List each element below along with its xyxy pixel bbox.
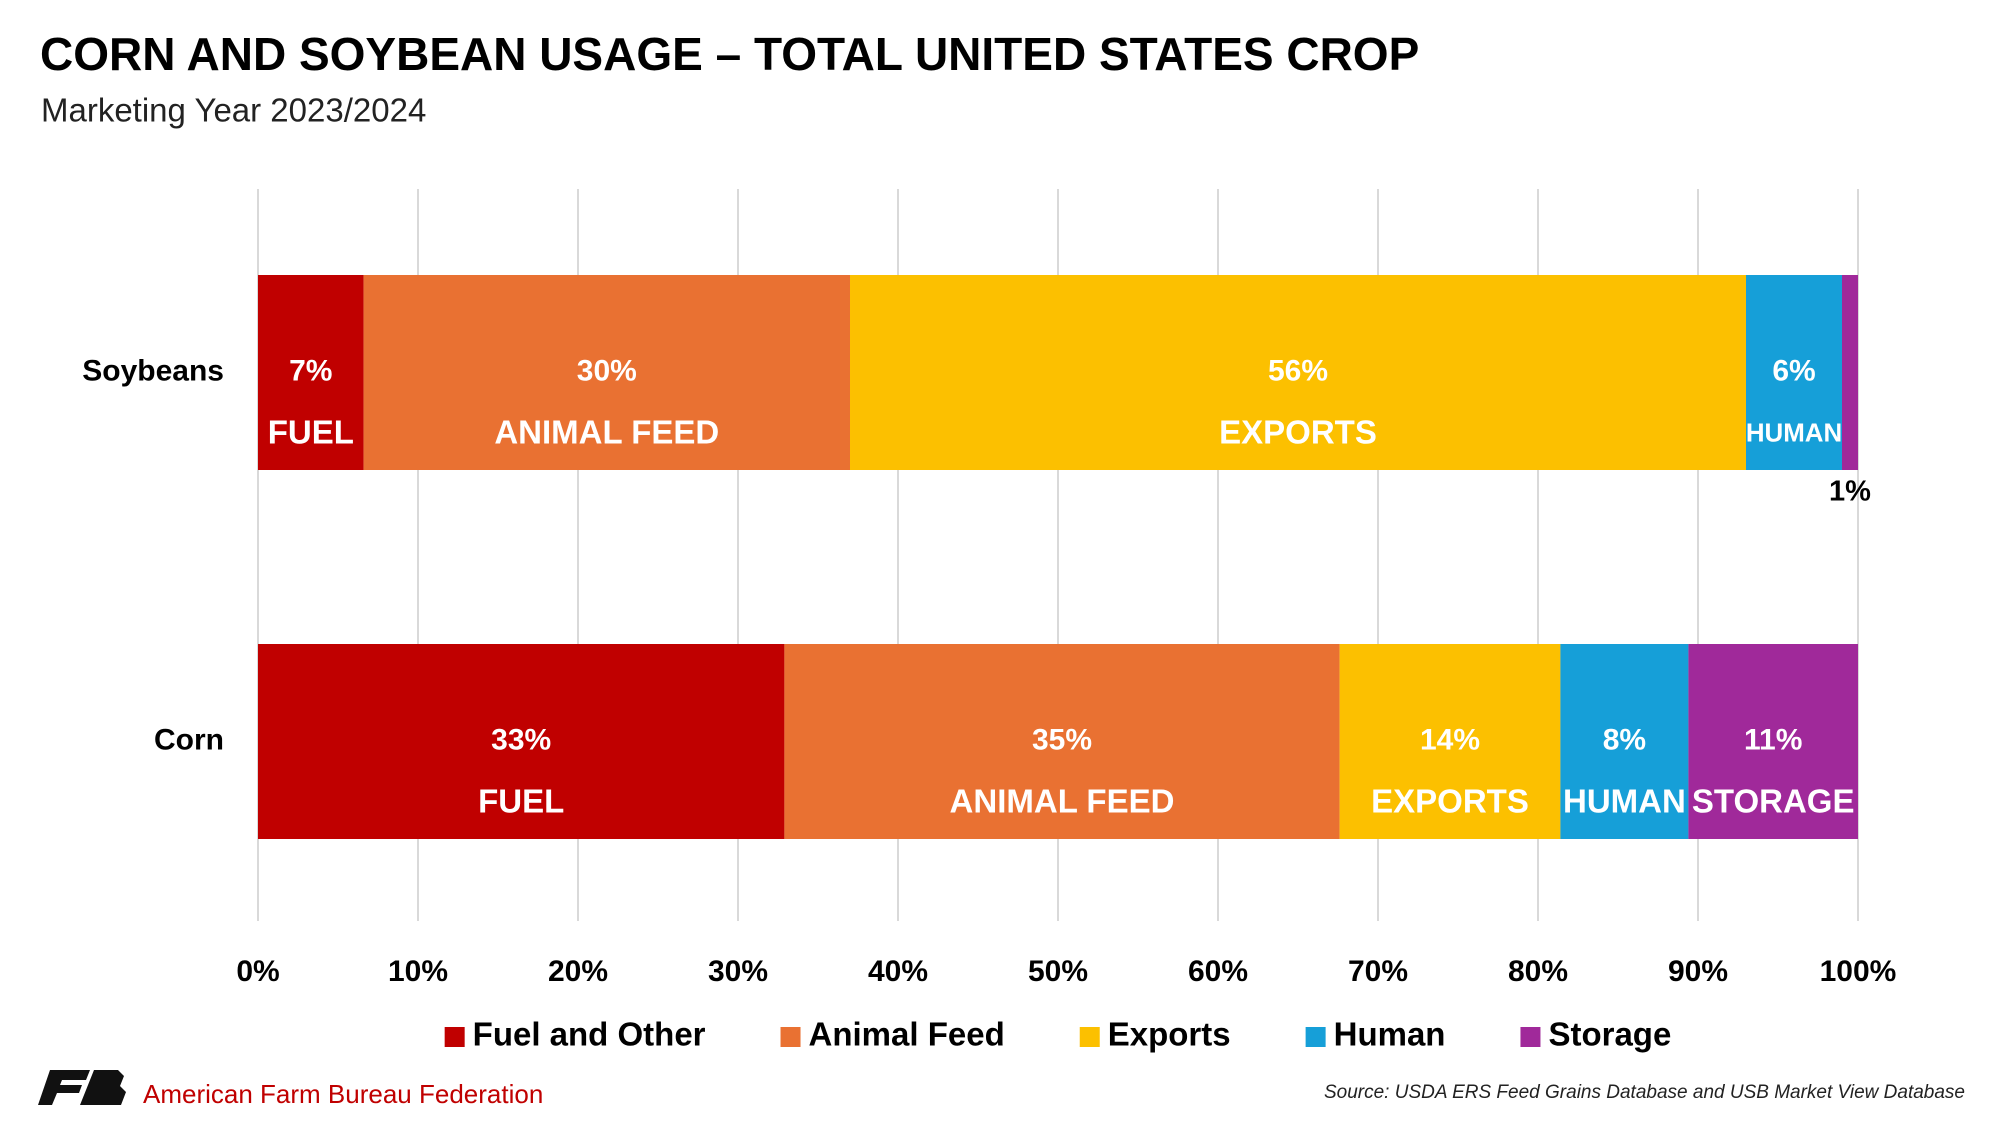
legend-item: Animal Feed: [780, 1016, 1005, 1053]
category-label: Soybeans: [82, 354, 224, 387]
segment-label: HUMAN: [1746, 420, 1842, 448]
legend-item: Human: [1305, 1016, 1446, 1053]
legend-label: Fuel and Other: [473, 1016, 706, 1053]
segment-label: STORAGE: [1692, 783, 1855, 820]
bar-segment: [1842, 275, 1858, 470]
bar-segment: [1339, 644, 1561, 839]
category-label: Corn: [154, 723, 224, 756]
bar-segment: [258, 275, 364, 470]
logo-shape: [80, 1070, 126, 1105]
value-label: 14%: [1420, 723, 1480, 756]
bar-segment: [784, 644, 1340, 839]
x-tick-label: 40%: [868, 955, 928, 988]
legend-swatch: [780, 1027, 801, 1047]
chart-title: CORN AND SOYBEAN USAGE – TOTAL UNITED ST…: [40, 28, 1419, 80]
value-label: 6%: [1772, 354, 1815, 387]
segment-label: ANIMAL FEED: [494, 414, 719, 451]
value-label: 30%: [577, 354, 637, 387]
logo: [38, 1070, 126, 1105]
x-tick-label: 100%: [1820, 955, 1897, 988]
value-label: 7%: [289, 354, 332, 387]
segment-label: HUMAN: [1563, 783, 1686, 820]
segment-label: EXPORTS: [1371, 783, 1529, 820]
x-tick-label: 80%: [1508, 955, 1568, 988]
value-label: 11%: [1744, 723, 1802, 756]
bar-segment: [1560, 644, 1689, 839]
legend-item: Storage: [1520, 1016, 1671, 1053]
x-tick-label: 20%: [548, 955, 608, 988]
x-tick-label: 60%: [1188, 955, 1248, 988]
bar-segment: [1746, 275, 1842, 470]
legend-item: Fuel and Other: [444, 1016, 706, 1053]
legend-swatch: [444, 1027, 465, 1047]
x-tick-label: 90%: [1668, 955, 1728, 988]
segment-label: FUEL: [478, 783, 564, 820]
value-label: 56%: [1268, 354, 1328, 387]
organization: American Farm Bureau Federation: [143, 1079, 543, 1109]
x-tick-label: 70%: [1348, 955, 1408, 988]
legend-label: Storage: [1548, 1016, 1671, 1053]
value-label: 33%: [491, 723, 551, 756]
segment-label: EXPORTS: [1219, 414, 1377, 451]
legend-item: Exports: [1079, 1016, 1231, 1053]
legend-swatch: [1305, 1027, 1326, 1047]
legend-swatch: [1079, 1027, 1100, 1047]
legend-swatch: [1520, 1027, 1541, 1047]
segment-label: ANIMAL FEED: [950, 783, 1175, 820]
bar-segment: [363, 275, 850, 470]
legend-label: Exports: [1108, 1016, 1231, 1053]
chart-subtitle: Marketing Year 2023/2024: [41, 92, 426, 129]
value-label: 1%: [1829, 476, 1871, 508]
x-tick-label: 0%: [236, 955, 279, 988]
bar-segment: [1688, 644, 1858, 839]
legend-label: Animal Feed: [809, 1016, 1005, 1053]
bar-segment: [258, 644, 785, 839]
segment-label: FUEL: [268, 414, 354, 451]
source: Source: USDA ERS Feed Grains Database an…: [1324, 1082, 1965, 1103]
x-tick-label: 10%: [388, 955, 448, 988]
legend-label: Human: [1334, 1016, 1446, 1053]
value-label: 8%: [1603, 723, 1646, 756]
value-label: 35%: [1032, 723, 1092, 756]
x-tick-label: 50%: [1028, 955, 1088, 988]
bar-segment: [850, 275, 1746, 470]
x-tick-label: 30%: [708, 955, 768, 988]
logo-shape: [38, 1070, 90, 1105]
